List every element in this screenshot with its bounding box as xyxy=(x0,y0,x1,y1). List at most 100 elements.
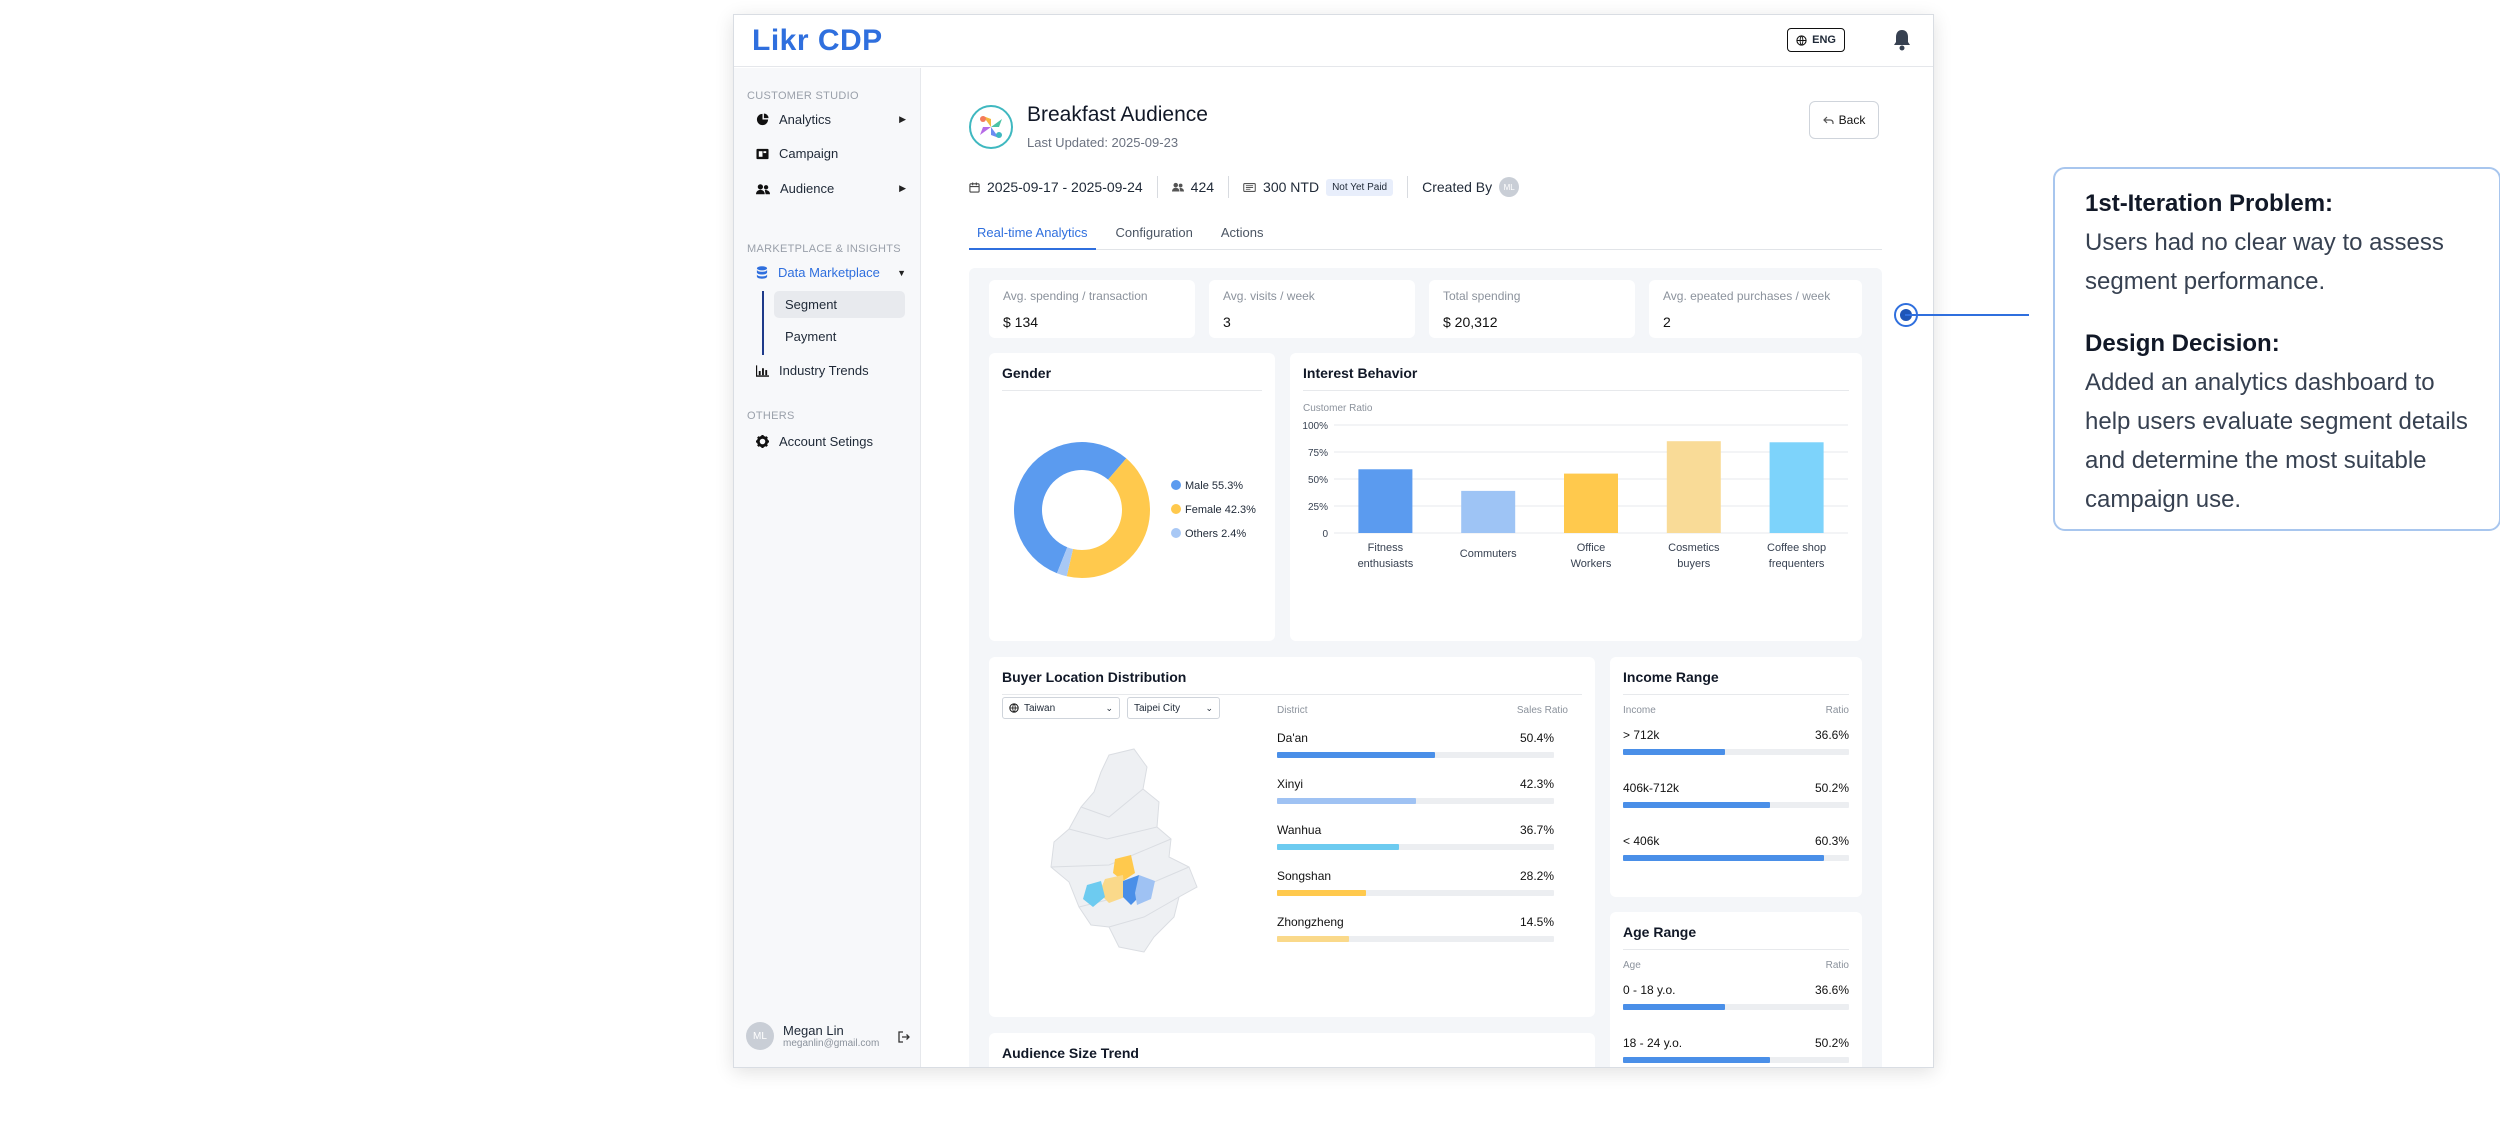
row-value: 60.3% xyxy=(1814,834,1849,848)
problem-text: Users had no clear way to assess segment… xyxy=(2085,229,2444,295)
payment-status-badge: Not Yet Paid xyxy=(1326,178,1394,196)
bell-icon[interactable] xyxy=(1891,28,1913,52)
tab-actions[interactable]: Actions xyxy=(1220,225,1264,240)
date-range-text: 2025-09-17 - 2025-09-24 xyxy=(987,179,1143,195)
sidebar-subitem-payment[interactable]: Payment xyxy=(785,329,837,344)
x-tick-label: Workers xyxy=(1571,558,1612,570)
row-value: 14.5% xyxy=(1519,915,1554,929)
price-info: 300 NTD Not Yet Paid xyxy=(1229,176,1409,198)
likr-cdp-logo[interactable]: Likr CDP xyxy=(752,23,883,57)
column-ratio: Ratio xyxy=(1825,705,1849,716)
annotation-connector xyxy=(1905,314,2029,316)
globe-icon xyxy=(1796,34,1807,46)
legend-swatch xyxy=(1171,528,1181,538)
user-email: meganlin@gmail.com xyxy=(783,1038,880,1049)
axis-title: Customer Ratio xyxy=(1303,403,1373,414)
user-name: Megan Lin xyxy=(783,1023,844,1038)
progress-track xyxy=(1277,936,1554,942)
row-label: Da'an xyxy=(1277,731,1308,745)
decision-title: Design Decision: xyxy=(2085,330,2280,357)
sidebar-label-industry-trends: Industry Trends xyxy=(779,363,869,378)
caret-right-icon: ▶ xyxy=(899,114,906,124)
audience-count-text: 424 xyxy=(1190,179,1215,195)
segment-avatar-icon xyxy=(969,105,1013,149)
section-others: OTHERS xyxy=(747,410,795,422)
progress-track xyxy=(1623,1057,1849,1063)
creator-avatar: ML xyxy=(1499,177,1520,197)
donut-slice-female xyxy=(1066,458,1150,578)
kpi-card-avg-spending: Avg. spending / transaction $ 134 xyxy=(989,280,1195,338)
sidebar-item-analytics[interactable]: Analytics ▶ xyxy=(756,112,906,127)
sidebar-item-audience[interactable]: Audience ▶ xyxy=(756,181,906,196)
created-by-label: Created By xyxy=(1422,179,1493,195)
back-button[interactable]: Back xyxy=(1809,101,1879,139)
row-label: > 712k xyxy=(1623,728,1660,742)
divider xyxy=(1002,694,1582,695)
sidebar-label-data-marketplace: Data Marketplace xyxy=(778,265,880,280)
chevron-down-icon: ⌄ xyxy=(1105,702,1113,713)
logout-icon[interactable] xyxy=(898,1031,910,1043)
progress-fill xyxy=(1623,1057,1770,1063)
kpi-label: Total spending xyxy=(1443,289,1521,303)
y-tick-label: 100% xyxy=(1302,421,1328,432)
progress-track xyxy=(1623,1004,1849,1010)
money-icon xyxy=(1243,182,1256,192)
audience-count: 424 xyxy=(1158,176,1230,198)
bar-4 xyxy=(1769,442,1824,533)
last-updated: Last Updated: 2025-09-23 xyxy=(1027,135,1179,150)
tab-realtime-analytics[interactable]: Real-time Analytics xyxy=(969,223,1096,250)
legend-swatch xyxy=(1171,480,1181,490)
column-age: Age xyxy=(1623,960,1641,971)
language-button[interactable]: ENG xyxy=(1787,28,1845,52)
location-card: Buyer Location Distribution Taiwan ⌄ Tai… xyxy=(989,657,1595,1017)
price-text: 300 NTD xyxy=(1263,179,1320,195)
decision-text: Added an analytics dashboard to help use… xyxy=(2085,369,2468,513)
tab-bar: Real-time Analytics Configuration Action… xyxy=(969,223,1882,250)
kpi-value: 2 xyxy=(1663,314,1671,330)
country-select[interactable]: Taiwan ⌄ xyxy=(1002,697,1120,719)
bar-3 xyxy=(1666,441,1721,533)
row-value: 28.2% xyxy=(1519,869,1554,883)
row-label: Wanhua xyxy=(1277,823,1322,837)
progress-fill xyxy=(1277,798,1416,804)
row-label: Xinyi xyxy=(1277,777,1304,791)
divider xyxy=(1303,390,1849,391)
sidebar-item-campaign[interactable]: Campaign xyxy=(756,146,906,161)
donut-slice-others xyxy=(1056,547,1074,577)
x-tick-label: Commuters xyxy=(1460,548,1517,560)
chevron-down-icon: ⌄ xyxy=(1205,702,1213,713)
globe-icon xyxy=(1009,703,1019,713)
progress-track xyxy=(1623,802,1849,808)
user-profile[interactable]: ML Megan Lin meganlin@gmail.com xyxy=(746,1022,916,1050)
tab-configuration[interactable]: Configuration xyxy=(1115,225,1193,240)
progress-fill xyxy=(1623,1004,1725,1010)
legend-label: Male 55.3% xyxy=(1185,480,1243,492)
kpi-label: Avg. visits / week xyxy=(1223,289,1315,303)
y-tick-label: 50% xyxy=(1308,475,1328,486)
sidebar-item-account-settings[interactable]: Account Setings xyxy=(756,434,906,449)
sidebar-subitem-segment[interactable]: Segment xyxy=(774,291,905,318)
city-select[interactable]: Taipei City ⌄ xyxy=(1127,697,1220,719)
column-sales-ratio: Sales Ratio xyxy=(1516,705,1568,716)
divider xyxy=(1623,949,1849,950)
legend-swatch xyxy=(1171,504,1181,514)
legend-label: Female 42.3% xyxy=(1185,504,1256,516)
y-tick-label: 0 xyxy=(1322,529,1328,540)
language-label: ENG xyxy=(1812,34,1836,46)
segment-logo-icon xyxy=(980,116,1002,138)
sidebar-item-industry-trends[interactable]: Industry Trends xyxy=(756,363,906,378)
country-select-value: Taiwan xyxy=(1024,702,1056,714)
column-ratio: Ratio xyxy=(1825,960,1849,971)
progress-fill xyxy=(1277,844,1399,850)
bar-chart-icon xyxy=(756,364,769,377)
analytics-panel: Avg. spending / transaction $ 134 Avg. v… xyxy=(969,268,1882,1067)
sidebar-item-data-marketplace[interactable]: Data Marketplace ▼ xyxy=(756,265,906,280)
trend-card: Audience Size Trend xyxy=(989,1033,1595,1067)
gender-card: Gender Male 55.3% Female 42.3% Others 2.4% xyxy=(989,353,1275,641)
gear-icon xyxy=(756,435,769,448)
x-tick-label: enthusiasts xyxy=(1358,558,1414,570)
x-tick-label: Cosmetics xyxy=(1668,542,1720,554)
kpi-value: $ 134 xyxy=(1003,314,1039,330)
main-content: Breakfast Audience Last Updated: 2025-09… xyxy=(922,68,1933,1067)
kpi-label: Avg. epeated purchases / week xyxy=(1663,289,1831,303)
